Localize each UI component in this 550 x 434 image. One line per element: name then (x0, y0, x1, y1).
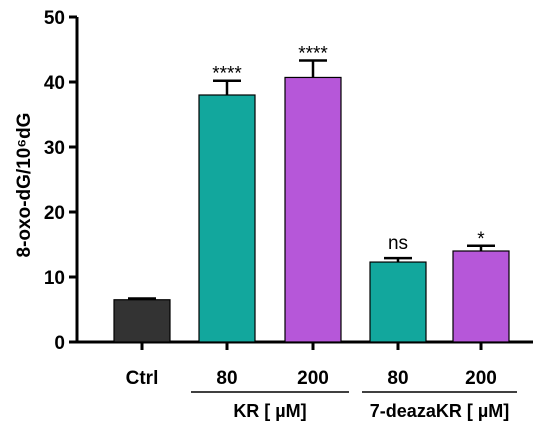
group-label: 7-deazaKR [ µM] (370, 401, 509, 421)
y-tick-label: 30 (44, 138, 65, 159)
error-bars (128, 59, 495, 300)
y-tick-label: 50 (44, 8, 65, 29)
x-tick-label: Ctrl (126, 368, 159, 389)
y-tick-label: 20 (44, 203, 65, 224)
significance-label: ns (388, 233, 408, 254)
x-axis: Ctrl 80 200 80 200 (75, 340, 533, 389)
y-axis: 0 10 20 30 40 50 (44, 8, 79, 354)
y-axis-title: 8-oxo-dG/10⁶dG (14, 113, 35, 258)
bar (198, 94, 256, 343)
bar (113, 299, 171, 343)
y-tick-label: 40 (44, 73, 65, 94)
bars (113, 76, 510, 343)
x-tick-label: 200 (297, 368, 329, 389)
y-tick-label: 0 (54, 333, 65, 354)
significance-label: **** (212, 64, 242, 85)
group-label: KR [ µM] (233, 401, 306, 421)
significance-label: * (477, 229, 485, 250)
group-labels: KR [ µM] 7-deazaKR [ µM] (191, 391, 517, 421)
y-tick-label: 10 (44, 268, 65, 289)
x-tick-label: 200 (465, 368, 497, 389)
x-tick-label: 80 (387, 368, 408, 389)
significance-label: **** (298, 44, 328, 65)
significance-labels: **** **** ns * (212, 44, 485, 255)
bar (369, 261, 427, 343)
bar (284, 76, 342, 343)
x-tick-label: 80 (216, 368, 237, 389)
bar (452, 250, 510, 343)
